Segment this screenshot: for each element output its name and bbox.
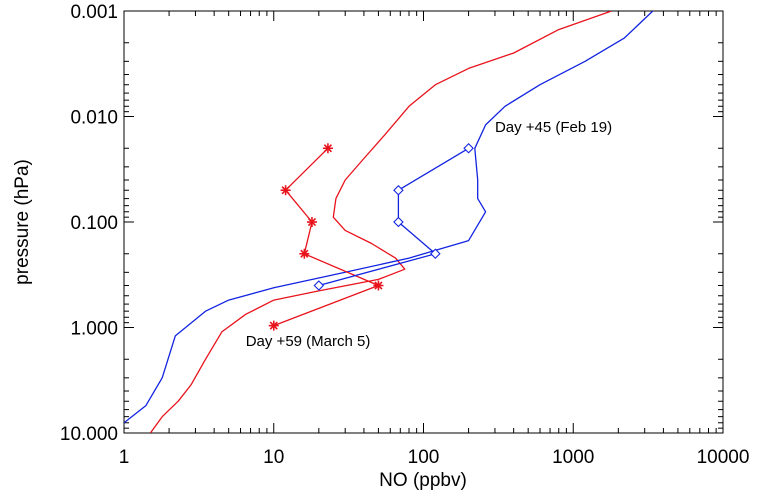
asterisk-marker xyxy=(268,320,279,331)
y-tick-label: 0.001 xyxy=(70,2,118,23)
diamond-marker xyxy=(430,248,441,260)
axis-ticks xyxy=(123,10,724,434)
x-tick-label: 1000 xyxy=(552,447,594,468)
asterisk-marker xyxy=(373,280,384,291)
y-tick-label: 0.010 xyxy=(70,108,118,129)
y-tick-label: 1.000 xyxy=(70,319,118,340)
series-line-1 xyxy=(124,11,654,424)
x-tick-label: 100 xyxy=(408,447,440,468)
series-line-0 xyxy=(149,11,612,433)
asterisk-stroke xyxy=(374,281,383,290)
annotations: Day +45 (Feb 19) Day +59 (March 5) xyxy=(246,119,612,350)
y-tick-labels: 0.001 0.010 0.100 1.000 10.000 xyxy=(60,2,118,445)
y-tick-label: 10.000 xyxy=(60,424,118,445)
x-tick-label: 10 xyxy=(263,447,284,468)
asterisk-marker xyxy=(306,217,317,227)
asterisk-stroke xyxy=(307,217,317,227)
x-tick-label: 10000 xyxy=(697,447,750,468)
series-line-2 xyxy=(273,147,380,327)
asterisk-stroke xyxy=(300,249,309,258)
y-axis-title: pressure (hPa) xyxy=(12,159,33,285)
diamond-marker xyxy=(393,216,404,228)
asterisk-stroke xyxy=(281,186,290,195)
x-tick-labels: 1 10 100 1000 10000 xyxy=(119,447,750,468)
data-series xyxy=(124,11,654,433)
asterisk-marker xyxy=(299,248,310,259)
x-tick-label: 1 xyxy=(119,447,130,468)
diamond-marker xyxy=(463,142,474,154)
x-axis-title: NO (ppbv) xyxy=(379,470,467,491)
plot-frame xyxy=(123,10,724,434)
asterisk-stroke xyxy=(323,144,333,153)
diamond-marker xyxy=(313,280,325,291)
asterisk-marker xyxy=(322,143,333,154)
asterisk-marker xyxy=(280,185,291,196)
y-tick-label: 0.100 xyxy=(70,213,118,234)
annotation-label: Day +45 (Feb 19) xyxy=(495,119,612,136)
asterisk-stroke xyxy=(269,321,278,330)
diamond-marker xyxy=(393,184,404,196)
annotation-label: Day +59 (March 5) xyxy=(246,333,371,350)
series-line-3 xyxy=(318,147,469,287)
